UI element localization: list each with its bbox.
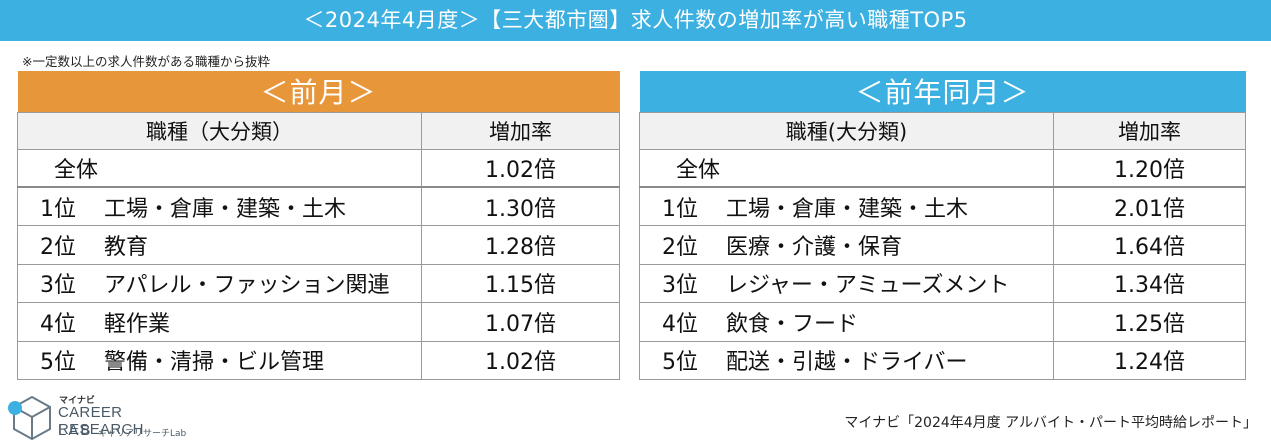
category-label: 軽作業 [104, 311, 171, 337]
page-title-banner: ＜2024年4月度＞【三大都市圏】求人件数の増加率が高い職種TOP5 [0, 0, 1271, 41]
table-row: 4位 軽作業 1.07倍 [17, 302, 621, 342]
rank-label: 4位 [40, 311, 76, 337]
table-row: 2位 教育 1.28倍 [17, 225, 621, 265]
table-previous-month: ＜前月＞ 職種（大分類） 増加率 全体 1.02倍 1位 工場・倉庫・建築・土木 … [17, 71, 621, 380]
category-label: 工場・倉庫・建築・土木 [104, 196, 347, 222]
table-row: 5位 配送・引越・ドライバー 1.24倍 [639, 340, 1247, 380]
rate-value: 2.01倍 [1052, 186, 1247, 226]
rate-value: 1.07倍 [420, 302, 621, 342]
category-label: 飲食・フード [726, 311, 859, 337]
rank-label: 4位 [662, 311, 698, 337]
table-row: 3位 アパレル・ファッション関連 1.15倍 [17, 263, 621, 303]
career-research-lab-logo: マイナビ CAREER RESEARCH LAB キャリアリサーチLab [6, 393, 206, 443]
rate-value: 1.02倍 [420, 340, 621, 380]
total-label: 全体 [17, 148, 422, 188]
logo-line1: CAREER RESEARCH [58, 404, 144, 438]
source-citation: マイナビ「2024年4月度 アルバイト・パート平均時給レポート」 [844, 415, 1257, 431]
rate-value: 1.30倍 [420, 186, 621, 226]
category-label: 工場・倉庫・建築・土木 [726, 196, 969, 222]
logo-line2-sub: キャリアリサーチLab [98, 429, 187, 439]
cube-logo-icon [8, 395, 51, 441]
column-header-rate: 増加率 [420, 111, 621, 150]
brand-small-label: マイナビ [59, 396, 95, 406]
category-label: レジャー・アミューズメント [726, 273, 1010, 299]
footnote: ※一定数以上の求人件数がある職種から抜粋 [22, 54, 270, 69]
rank-label: 2位 [40, 234, 76, 260]
category-label: 警備・清掃・ビル管理 [104, 350, 325, 376]
table-row: 2位 医療・介護・保育 1.64倍 [639, 225, 1247, 265]
column-header-category: 職種(大分類) [639, 111, 1054, 150]
rate-value: 1.28倍 [420, 225, 621, 265]
rank-label: 5位 [662, 350, 698, 376]
table-caption: ＜前月＞ [17, 71, 620, 112]
category-label: 医療・介護・保育 [726, 234, 903, 260]
total-label: 全体 [639, 148, 1054, 188]
table-row: 4位 飲食・フード 1.25倍 [639, 302, 1247, 342]
column-header-rate: 増加率 [1052, 111, 1247, 150]
rate-value: 1.25倍 [1052, 302, 1247, 342]
table-row: 3位 レジャー・アミューズメント 1.34倍 [639, 263, 1247, 303]
total-value: 1.20倍 [1052, 148, 1247, 188]
table-row: 1位 工場・倉庫・建築・土木 1.30倍 [17, 186, 621, 226]
table-row: 5位 警備・清掃・ビル管理 1.02倍 [17, 340, 621, 380]
total-value: 1.02倍 [420, 148, 621, 188]
table-row-total: 全体 1.02倍 [17, 148, 621, 188]
rank-label: 5位 [40, 350, 76, 376]
rate-value: 1.34倍 [1052, 263, 1247, 303]
rank-label: 3位 [662, 273, 698, 299]
rate-value: 1.24倍 [1052, 340, 1247, 380]
category-label: 教育 [104, 234, 149, 260]
table-row: 1位 工場・倉庫・建築・土木 2.01倍 [639, 186, 1247, 226]
rate-value: 1.15倍 [420, 263, 621, 303]
table-row-total: 全体 1.20倍 [639, 148, 1247, 188]
category-label: 配送・引越・ドライバー [726, 350, 968, 376]
category-label: アパレル・ファッション関連 [104, 273, 390, 299]
rank-label: 1位 [662, 196, 698, 222]
logo-line2: LAB [58, 422, 93, 439]
rate-value: 1.64倍 [1052, 225, 1247, 265]
rank-label: 3位 [40, 273, 76, 299]
column-header-category: 職種（大分類） [17, 111, 422, 150]
table-caption: ＜前年同月＞ [639, 71, 1246, 112]
table-year-over-year: ＜前年同月＞ 職種(大分類) 増加率 全体 1.20倍 1位 工場・倉庫・建築・土… [639, 71, 1247, 380]
rank-label: 1位 [40, 196, 76, 222]
rank-label: 2位 [662, 234, 698, 260]
